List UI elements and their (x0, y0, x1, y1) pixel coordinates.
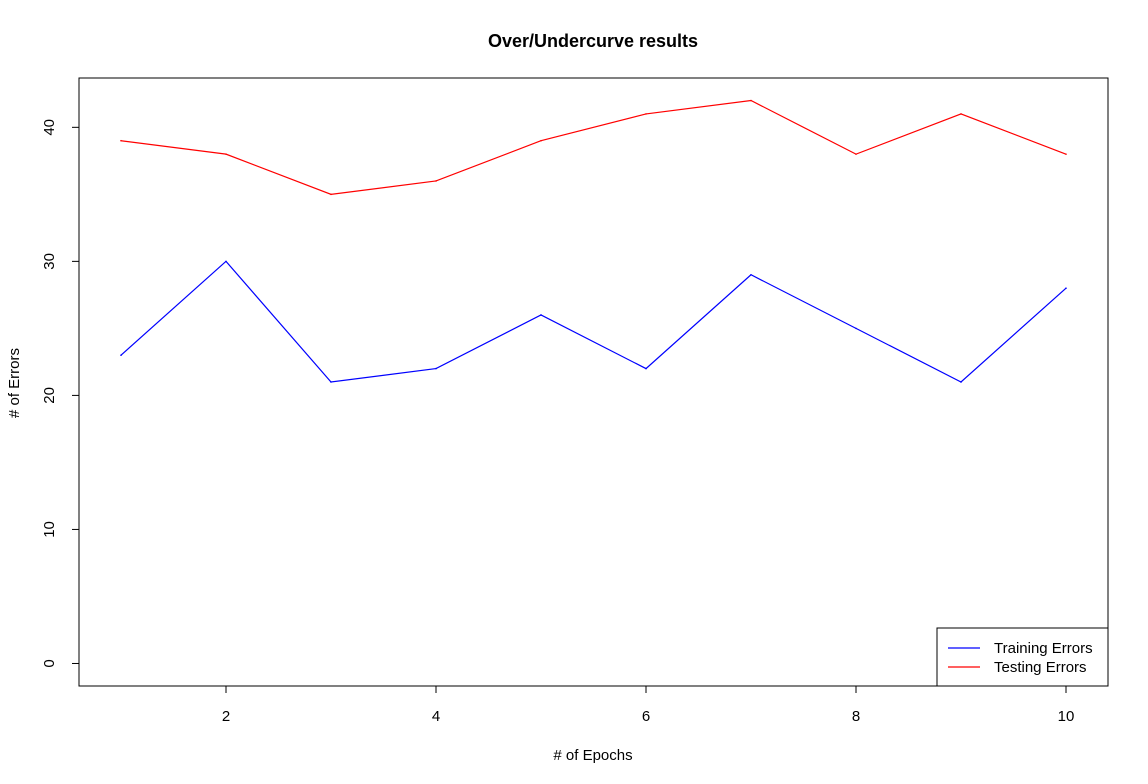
x-tick-label: 2 (222, 708, 230, 725)
series-line-testing-errors (120, 99, 1067, 195)
x-tick-label: 8 (852, 708, 860, 725)
data-point-testing-errors (330, 193, 332, 196)
x-axis: 2 4 6 8 10 (222, 685, 1075, 725)
data-point-training-errors (645, 367, 647, 370)
series-layer (120, 99, 1067, 383)
x-tick-label: 10 (1058, 708, 1075, 725)
x-axis-label: # of Epochs (553, 747, 632, 764)
plot-frame (78, 77, 1109, 687)
data-point-testing-errors (225, 153, 227, 155)
data-point-testing-errors (855, 153, 857, 155)
y-axis: 0 10 20 30 40 (41, 119, 80, 668)
data-point-training-errors (540, 314, 542, 316)
chart-title: Over/Undercurve results (488, 31, 698, 51)
data-point-training-errors (1065, 287, 1067, 289)
data-point-testing-errors (120, 139, 122, 142)
data-point-testing-errors (435, 180, 437, 182)
series-line-training-errors (120, 260, 1067, 383)
y-tick-label: 0 (41, 659, 58, 667)
data-point-training-errors (855, 327, 857, 330)
data-point-training-errors (225, 260, 227, 263)
y-tick-label: 40 (41, 119, 58, 136)
legend-box (936, 627, 1109, 687)
data-point-testing-errors (960, 113, 962, 115)
x-tick-label: 6 (642, 708, 650, 725)
x-tick-label: 4 (432, 708, 440, 725)
data-point-training-errors (120, 354, 122, 356)
legend-label: Testing Errors (994, 659, 1087, 676)
data-point-training-errors (435, 367, 437, 370)
data-point-testing-errors (540, 139, 542, 142)
data-point-testing-errors (645, 113, 647, 115)
data-point-testing-errors (750, 99, 752, 102)
y-tick-label: 30 (41, 253, 58, 270)
y-tick-label: 20 (41, 387, 58, 404)
y-axis-label: # of Errors (6, 348, 23, 418)
legend: Training Errors Testing Errors (936, 627, 1109, 687)
data-point-training-errors (960, 381, 962, 383)
data-point-training-errors (330, 381, 332, 383)
data-point-training-errors (750, 273, 752, 276)
y-tick-label: 10 (41, 521, 58, 538)
legend-label: Training Errors (994, 640, 1093, 657)
data-point-testing-errors (1065, 153, 1067, 155)
